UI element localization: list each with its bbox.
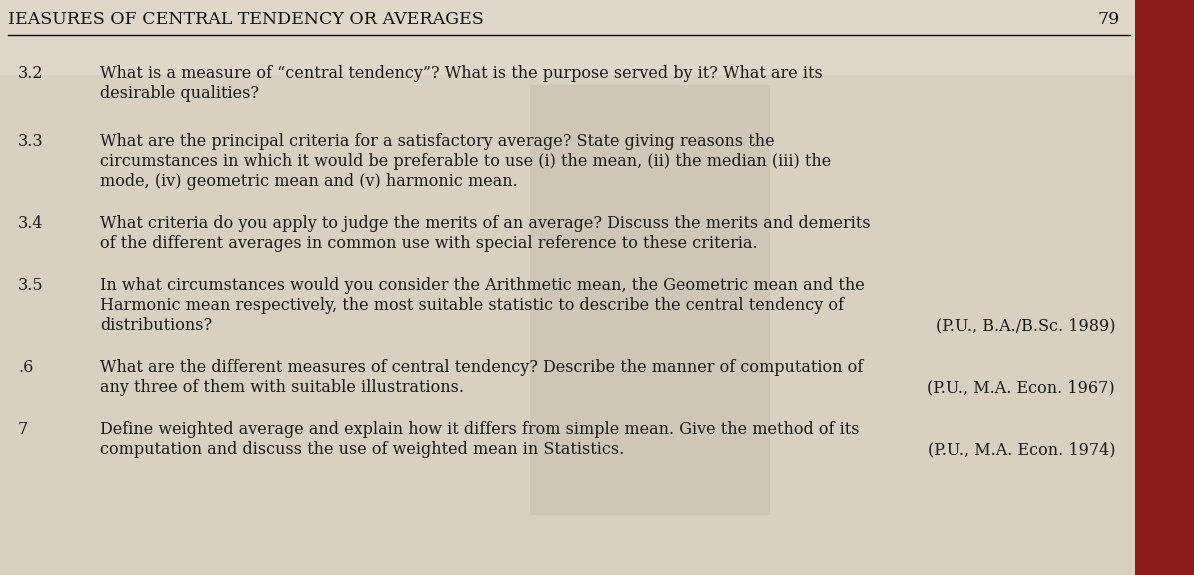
Text: (P.U., M.A. Econ. 1967): (P.U., M.A. Econ. 1967) — [928, 379, 1115, 396]
Text: (P.U., M.A. Econ. 1974): (P.U., M.A. Econ. 1974) — [928, 441, 1115, 458]
Text: Define weighted average and explain how it differs from simple mean. Give the me: Define weighted average and explain how … — [100, 421, 860, 438]
Text: 7: 7 — [18, 421, 29, 438]
Bar — [530, 85, 770, 515]
Text: distributions?: distributions? — [100, 317, 213, 334]
Text: What are the different measures of central tendency? Describe the manner of comp: What are the different measures of centr… — [100, 359, 863, 376]
Text: computation and discuss the use of weighted mean in Statistics.: computation and discuss the use of weigh… — [100, 441, 624, 458]
Text: In what circumstances would you consider the Arithmetic mean, the Geometric mean: In what circumstances would you consider… — [100, 277, 864, 294]
Text: What criteria do you apply to judge the merits of an average? Discuss the merits: What criteria do you apply to judge the … — [100, 215, 870, 232]
Text: 3.3: 3.3 — [18, 133, 44, 150]
Text: IEASURES OF CENTRAL TENDENCY OR AVERAGES: IEASURES OF CENTRAL TENDENCY OR AVERAGES — [8, 12, 484, 29]
Bar — [1135, 0, 1194, 575]
Text: Harmonic mean respectively, the most suitable statistic to describe the central : Harmonic mean respectively, the most sui… — [100, 297, 844, 314]
Text: What is a measure of “central tendency”? What is the purpose served by it? What : What is a measure of “central tendency”?… — [100, 65, 823, 82]
Text: 3.5: 3.5 — [18, 277, 44, 294]
Text: What are the principal criteria for a satisfactory average? State giving reasons: What are the principal criteria for a sa… — [100, 133, 775, 150]
Text: (P.U., B.A./B.Sc. 1989): (P.U., B.A./B.Sc. 1989) — [936, 317, 1115, 334]
Text: of the different averages in common use with special reference to these criteria: of the different averages in common use … — [100, 235, 758, 252]
Text: circumstances in which it would be preferable to use (i) the mean, (ii) the medi: circumstances in which it would be prefe… — [100, 153, 831, 170]
Bar — [0, 0, 1135, 75]
Text: desirable qualities?: desirable qualities? — [100, 85, 259, 102]
Text: 3.4: 3.4 — [18, 215, 43, 232]
Text: .6: .6 — [18, 359, 33, 376]
Text: any three of them with suitable illustrations.: any three of them with suitable illustra… — [100, 379, 464, 396]
Text: mode, (iv) geometric mean and (v) harmonic mean.: mode, (iv) geometric mean and (v) harmon… — [100, 173, 518, 190]
Text: 3.2: 3.2 — [18, 65, 43, 82]
Text: 79: 79 — [1097, 12, 1120, 29]
